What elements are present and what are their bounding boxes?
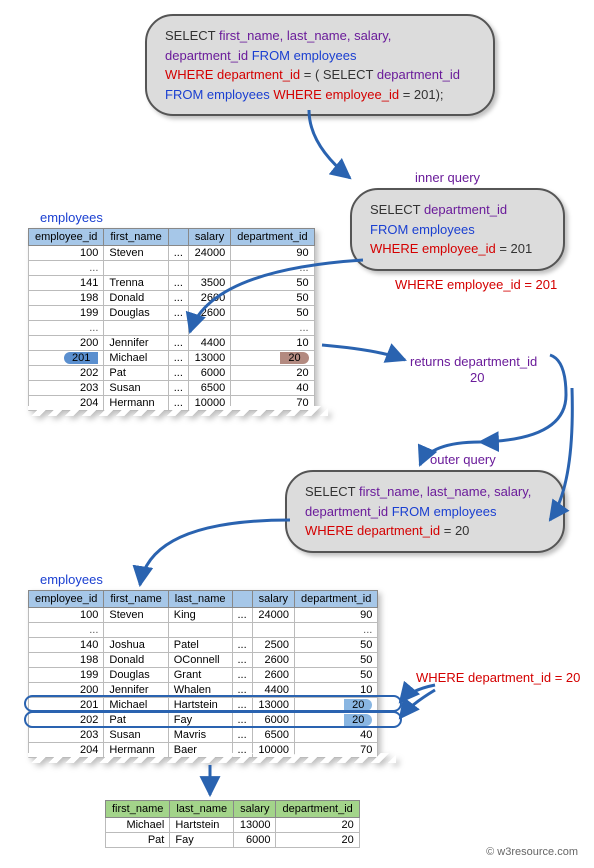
t: SELECT <box>165 28 219 43</box>
filter-label-1: WHERE employee_id = 201 <box>395 277 557 292</box>
t: WHERE employee_id <box>273 87 402 102</box>
t: returns department_id <box>410 354 537 369</box>
t: first_name, last_name, salary, <box>359 484 531 499</box>
arrow-filter-to-row1 <box>400 685 435 702</box>
t: department_id <box>424 202 507 217</box>
arrow-main-to-inner <box>309 110 350 178</box>
t: = <box>444 523 455 538</box>
returns-value: 20 <box>470 370 484 385</box>
t: = 201); <box>403 87 444 102</box>
diagram-canvas: SELECT first_name, last_name, salary, de… <box>10 10 584 858</box>
t: SELECT <box>305 484 359 499</box>
t: = 201 <box>499 241 532 256</box>
t: FROM employees <box>370 222 475 237</box>
t: department_id <box>377 67 460 82</box>
footer-credit: © w3resource.com <box>486 846 578 858</box>
table2-container: employee_idfirst_namelast_namesalarydepa… <box>28 590 396 758</box>
employees-title-2: employees <box>40 572 103 587</box>
inner-query-label: inner query <box>415 170 480 185</box>
filter-label-2: WHERE department_id = 20 <box>416 670 580 685</box>
employees-table-2: employee_idfirst_namelast_namesalarydepa… <box>28 590 378 758</box>
t: department_id <box>165 48 252 63</box>
t: FROM employees <box>392 504 497 519</box>
arrow-row-to-returns <box>322 345 405 360</box>
t: WHERE department_id <box>305 523 444 538</box>
t: WHERE employee_id <box>370 241 499 256</box>
returns-label: returns department_id <box>410 354 537 369</box>
employees-table-1: employee_idfirst_namesalarydepartment_id… <box>28 228 315 411</box>
result-table: first_namelast_namesalarydepartment_idMi… <box>105 800 360 848</box>
outer-query-box: SELECT first_name, last_name, salary, de… <box>285 470 565 553</box>
t: SELECT <box>370 202 424 217</box>
t: FROM employees <box>165 87 273 102</box>
outer-query-label: outer query <box>430 452 496 467</box>
employees-title-1: employees <box>40 210 103 225</box>
inner-query-box: SELECT department_id FROM employees WHER… <box>350 188 565 271</box>
arrow-outer-to-t2 <box>140 520 290 585</box>
arrow-filter-to-row2 <box>400 690 435 718</box>
main-query-box: SELECT first_name, last_name, salary, de… <box>145 14 495 116</box>
t: first_name, last_name, salary, <box>219 28 391 43</box>
t: FROM employees <box>252 48 357 63</box>
t: 20 <box>455 523 469 538</box>
t: WHERE department_id <box>165 67 304 82</box>
t: SELECT <box>323 67 377 82</box>
t: = ( <box>304 67 323 82</box>
table1-container: employee_idfirst_namesalarydepartment_id… <box>28 228 328 411</box>
t: department_id <box>305 504 392 519</box>
